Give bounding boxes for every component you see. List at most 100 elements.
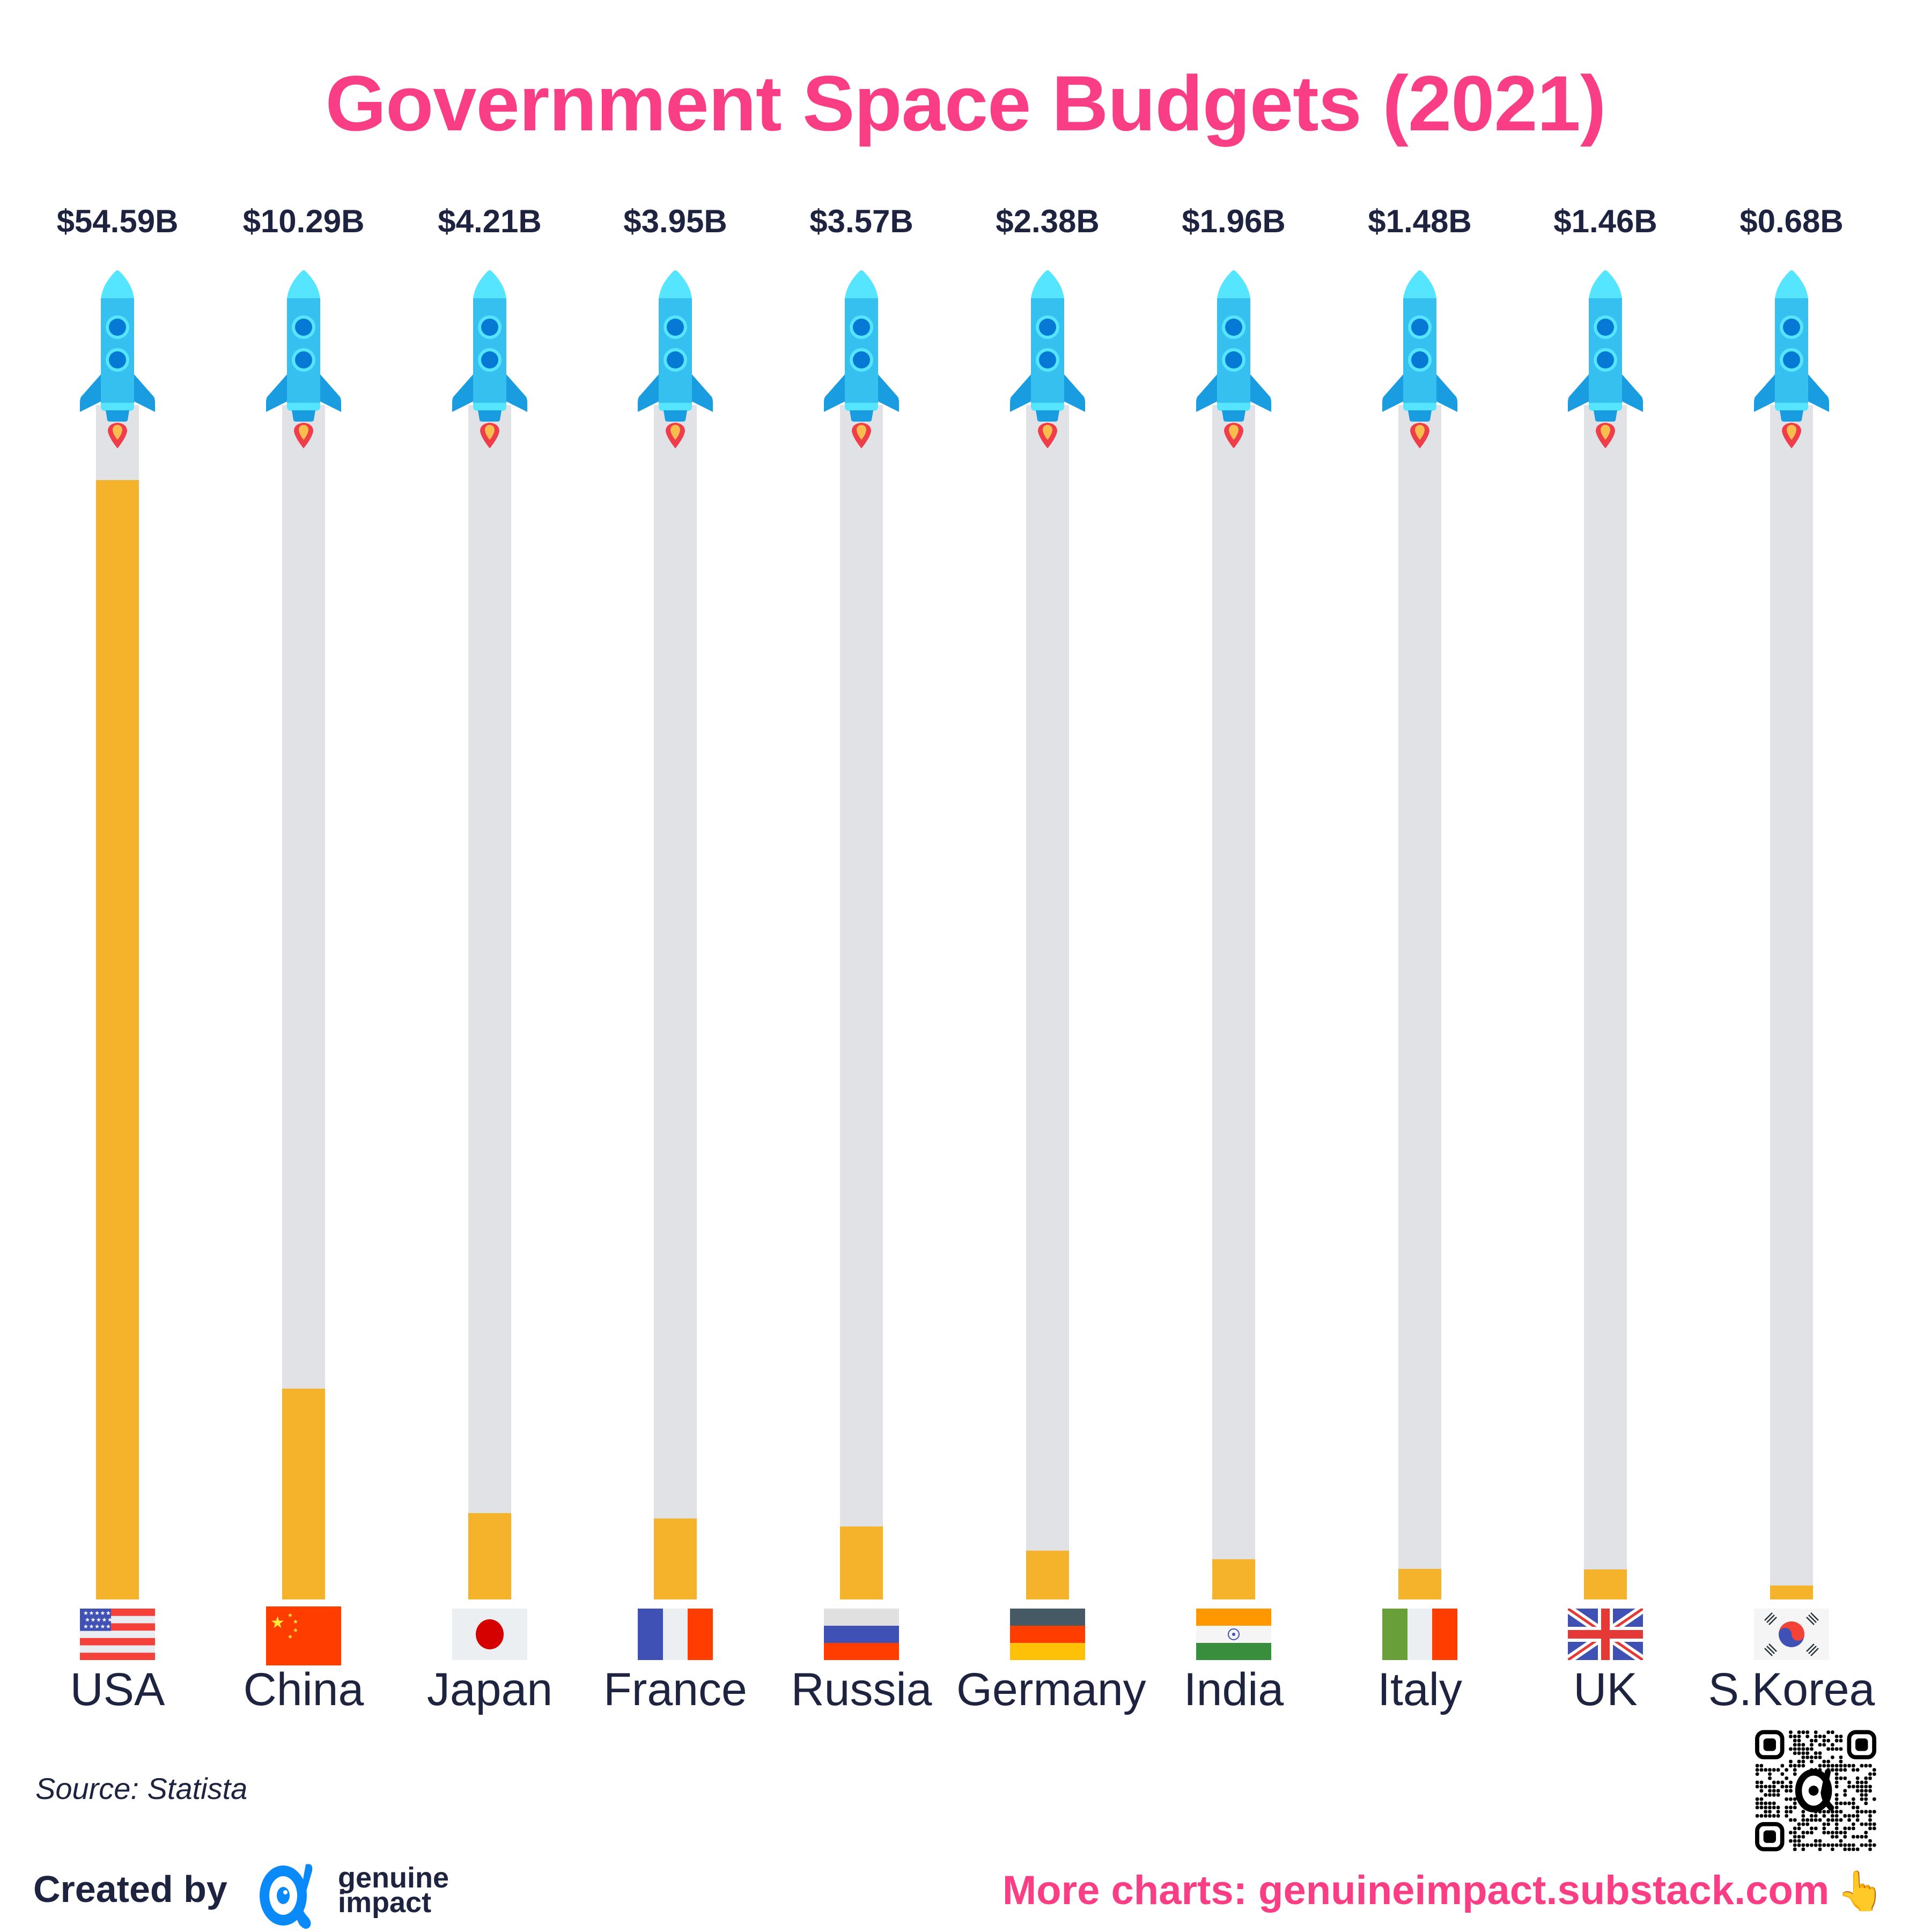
qr-module [1852,1764,1855,1768]
qr-module [1797,1735,1801,1738]
qr-module [1755,1772,1759,1776]
qr-module [1797,1843,1801,1847]
rocket-nozzle [850,410,873,422]
qr-module [1831,1843,1834,1847]
qr-module [1768,1801,1772,1805]
more-charts-text[interactable]: More charts: genuineimpact.substack.com [1002,1868,1830,1913]
qr-code-icon[interactable] [1755,1730,1876,1852]
qr-module [1772,1784,1776,1789]
rocket-window [667,351,684,368]
rocket-icon [638,268,713,451]
qr-module [1834,1780,1839,1784]
qr-module [1814,1839,1818,1843]
qr-module [1839,1756,1843,1759]
qr-module [1810,1747,1814,1751]
rocket-flame-inner [1415,425,1425,440]
qr-module [1759,1784,1764,1789]
qr-module [1855,1835,1860,1839]
qr-module [1797,1759,1801,1764]
qr-module [1755,1764,1759,1768]
rocket-icon [824,268,899,451]
qr-module [1785,1776,1788,1780]
rocket-band [1589,403,1622,411]
qr-module [1834,1768,1839,1772]
svg-text:★: ★ [89,1623,94,1630]
rocket-icon [266,268,341,451]
qr-module [1826,1810,1830,1813]
qr-module [1764,1801,1767,1805]
qr-module [1801,1756,1805,1759]
qr-module [1831,1756,1834,1759]
qr-module [1864,1835,1868,1839]
rocket-fin-left [1754,374,1775,412]
germany-flag-icon [1010,1609,1085,1663]
rocket-fin-left [452,374,474,412]
qr-module [1768,1768,1772,1772]
qr-module [1776,1768,1780,1772]
qr-module [1797,1730,1801,1734]
qr-module [1864,1776,1868,1780]
qr-module [1793,1751,1797,1755]
qr-module [1810,1843,1814,1847]
chart-title: Government Space Budgets (2021) [325,60,1606,147]
qr-module [1810,1826,1814,1831]
qr-module [1789,1789,1793,1793]
country-label: Russia [791,1664,932,1715]
qr-module [1834,1826,1839,1831]
qr-module [1793,1735,1797,1738]
qr-module [1768,1772,1772,1776]
south-korea-flag-icon [1754,1609,1829,1663]
qr-module [1855,1847,1860,1852]
qr-module [1810,1738,1814,1743]
qr-module [1814,1751,1818,1755]
france-flag-icon [638,1609,713,1663]
qr-module [1797,1826,1801,1831]
qr-module [1772,1789,1776,1793]
qr-module [1852,1826,1855,1831]
rocket-fin-right [1808,374,1829,412]
rocket-window [295,319,312,336]
rocket-window [1783,319,1800,336]
qr-module [1789,1735,1793,1738]
rocket-fin-right [878,374,899,412]
rocket-nozzle [1594,410,1617,422]
svg-text:★: ★ [288,1612,293,1619]
qr-module [1868,1818,1872,1822]
rocket-band [287,403,320,411]
qr-module [1860,1822,1864,1826]
rocket-flame-inner [485,425,495,440]
qr-module [1826,1818,1830,1822]
qr-module [1843,1764,1847,1768]
qr-module [1839,1735,1843,1738]
qr-module [1801,1843,1805,1847]
qr-module [1826,1747,1830,1751]
rocket-band [101,403,134,411]
qr-module [1852,1784,1855,1789]
qr-module [1834,1831,1839,1834]
qr-module [1805,1747,1809,1751]
qr-module [1759,1768,1764,1772]
country-label: China [243,1664,364,1715]
qr-module [1834,1818,1839,1822]
qr-module [1868,1839,1872,1843]
qr-module [1801,1743,1805,1747]
qr-module [1822,1814,1826,1818]
rocket-nose [659,270,692,299]
qr-module [1847,1784,1851,1789]
qr-module [1764,1784,1767,1789]
rocket-nozzle [106,410,129,422]
rocket-fin-right [1622,374,1643,412]
qr-module [1843,1776,1847,1780]
qr-module [1776,1780,1780,1784]
qr-module [1793,1805,1797,1810]
qr-module [1872,1826,1876,1831]
qr-module [1843,1789,1847,1793]
qr-module [1843,1843,1847,1847]
qr-module [1793,1831,1797,1834]
more-charts-link[interactable]: More charts: genuineimpact.substack.com 👆 [1003,1868,1885,1914]
qr-module [1834,1814,1839,1818]
qr-module [1818,1743,1822,1747]
qr-module [1818,1751,1822,1755]
bar-track [1212,405,1255,1599]
qr-module [1852,1797,1855,1801]
